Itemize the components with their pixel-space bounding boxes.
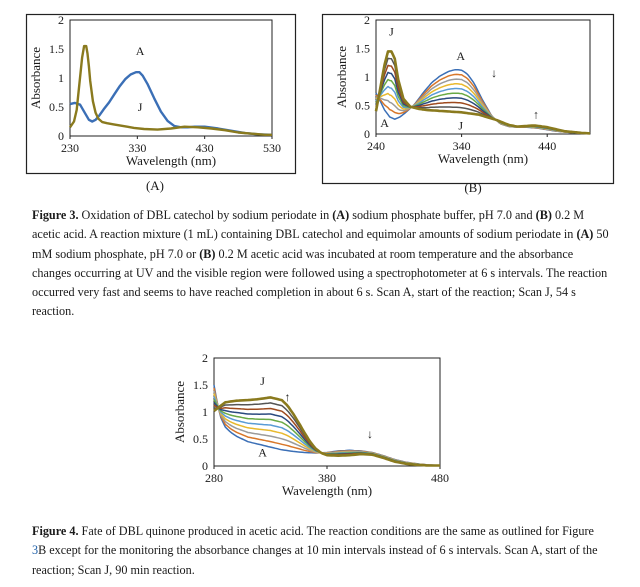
y-tick-label: 1.5 [355, 42, 370, 56]
y-tick-label: 0.5 [193, 432, 208, 446]
figure-3b-plot: 0 0.5 1 1.5 2 240 340 440 Wavelength (nm) Absorba… [321, 13, 615, 185]
y-tick-label: 0.5 [49, 100, 64, 114]
figure-4-plot: 0 0.5 1 1.5 2 280 380 480 Wavelength (nm) Absorba… [172, 351, 449, 498]
figure-3a-label: (A) [145, 178, 165, 193]
y-tick-label: 2 [58, 13, 64, 27]
caption-text: 0.2 M acetic acid was incubated at room … [32, 246, 608, 319]
series-line-A [69, 71, 273, 136]
scan-label: J [138, 100, 143, 114]
scan-label: A [380, 116, 389, 130]
caption-text: (B) [199, 246, 216, 261]
caption-label: Figure 3. [32, 208, 79, 222]
x-tick-label: 280 [205, 471, 223, 485]
x-axis-label: Wavelength (nm) [438, 151, 528, 166]
x-tick-label: 240 [367, 139, 385, 153]
figure-4-caption: Figure 4. Fate of DBL quinone produced i… [32, 522, 610, 580]
y-tick-label: 2 [202, 351, 208, 365]
caption-text: Oxidation of DBL catechol by sodium peri… [78, 208, 333, 222]
trend-arrow: ↓ [367, 427, 373, 441]
y-tick-label: 2 [364, 13, 370, 27]
caption-text: 0.2 M acetic acid. A reaction mixture (1… [32, 208, 585, 242]
figure-4: 0 0.5 1 1.5 2 280 380 480 Wavelength (nm) Absorba… [170, 348, 464, 508]
figure-3b: 0 0.5 1 1.5 2 240 340 440 Wavelength (nm) Absorba… [321, 13, 615, 185]
trend-arrow: ↓ [491, 66, 497, 80]
x-tick-label: 430 [196, 141, 214, 155]
caption-text: B except for the monitoring the absorban… [32, 543, 598, 577]
chart-frame [25, 13, 297, 175]
plot-area [69, 19, 273, 137]
scan-label: J [458, 118, 463, 132]
scan-line-J [213, 396, 440, 467]
y-tick-label: 0 [202, 459, 208, 473]
x-tick-label: 330 [128, 141, 146, 155]
plot-area [213, 357, 441, 467]
x-tick-label: 380 [318, 471, 336, 485]
y-axis-label: Absorbance [172, 381, 187, 443]
figure-3b-label: (B) [464, 180, 482, 195]
x-axis-label: Wavelength (nm) [282, 483, 372, 498]
x-axis-label: Wavelength (nm) [126, 153, 216, 168]
scan-label: J [389, 24, 394, 38]
caption-text: 50 mM sodium phosphate, pH 7.0 or [32, 227, 609, 261]
y-axis-label: Absorbance [334, 46, 349, 108]
trend-arrow: ↑ [284, 390, 290, 404]
y-axis-label: Absorbance [28, 47, 43, 109]
scan-label: A [136, 44, 145, 58]
chart-frame [321, 13, 615, 185]
plot-area [375, 19, 591, 135]
caption-text: (B) [535, 208, 552, 222]
y-tick-label: 0.5 [355, 99, 370, 113]
trend-arrow: ↑ [533, 108, 539, 122]
y-tick-label: 1 [58, 71, 64, 85]
y-tick-label: 1 [202, 405, 208, 419]
x-tick-label: 340 [453, 139, 471, 153]
y-tick-label: 1.5 [193, 378, 208, 392]
x-tick-label: 230 [61, 141, 79, 155]
caption-text: Fate of DBL quinone produced in acetic a… [78, 524, 594, 538]
caption-text: (A) [576, 227, 594, 242]
scan-line-J [374, 50, 591, 135]
scan-line-I [375, 57, 591, 135]
scan-label: A [456, 49, 465, 63]
series-line-J [69, 44, 272, 137]
series-group [213, 384, 441, 467]
caption-label: Figure 4. [32, 524, 79, 538]
y-tick-label: 1 [364, 70, 370, 84]
scan-label: A [258, 445, 267, 459]
scan-label: J [260, 374, 265, 388]
x-tick-label: 530 [263, 141, 281, 155]
caption-text: (A) [332, 208, 350, 222]
y-tick-label: 0 [58, 129, 64, 143]
x-tick-label: 480 [431, 471, 449, 485]
caption-text: sodium phosphate buffer, pH 7.0 and [349, 208, 536, 222]
series-group [69, 44, 273, 137]
figure-3-caption: Figure 3. Oxidation of DBL catechol by s… [32, 206, 610, 322]
figure-link[interactable]: 3 [32, 543, 39, 558]
y-tick-label: 0 [364, 127, 370, 141]
y-tick-label: 1.5 [49, 42, 64, 56]
series-group [374, 50, 591, 135]
x-tick-label: 440 [538, 139, 556, 153]
figure-3a-plot: 0 0.5 1 1.5 2 230 330 430 530 Wavelength (nm) Abso… [25, 13, 297, 175]
figure-3a: 0 0.5 1 1.5 2 230 330 430 530 Wavelength (nm) Abso… [25, 13, 297, 175]
